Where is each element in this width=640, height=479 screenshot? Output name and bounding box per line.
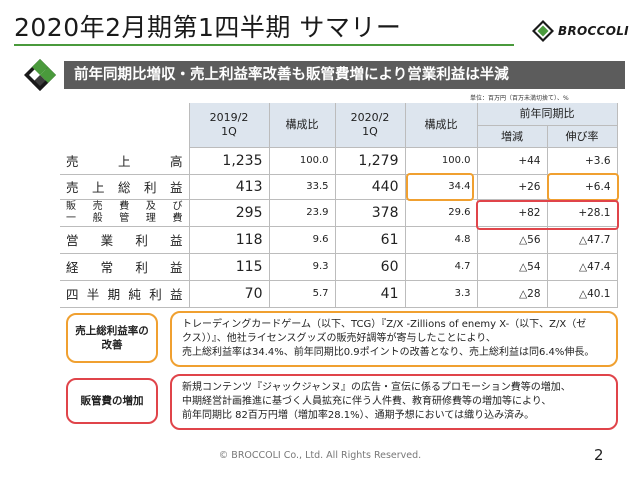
copyright-footer: © BROCCOLI Co., Ltd. All Rights Reserved… — [218, 450, 422, 461]
row-label: 経常利益 — [60, 253, 190, 281]
prev-ratio: 33.5 — [269, 174, 336, 200]
header-yoy-change: 増減 — [477, 125, 548, 148]
table-row: 経常利益 115 9.3 60 4.7 △54 △47.4 — [60, 253, 618, 281]
note-label-gross-margin: 売上総利益率の 改善 — [66, 313, 158, 363]
curr-value: 60 — [335, 253, 406, 281]
spaced-label: 一般管理費 — [66, 212, 183, 224]
row-label: 四半期純利益 — [60, 280, 190, 308]
broccoli-logo-icon — [532, 20, 554, 42]
note-label-sga-increase: 販管費の増加 — [66, 378, 158, 424]
row-label: 営業利益 — [60, 226, 190, 254]
curr-value: 378 — [335, 199, 406, 227]
curr-value: 440 — [335, 174, 406, 200]
prev-ratio: 9.3 — [269, 253, 336, 281]
note-text-gross-margin: トレーディングカードゲーム（以下、TCG）『Z/X -Zillions of e… — [182, 319, 595, 358]
header-yoy-group: 前年同期比 — [477, 103, 618, 126]
spaced-label: 営業利益 — [66, 233, 183, 248]
header-prev-period: 2019/2 1Q — [189, 103, 270, 148]
yoy-change: +82 — [477, 199, 548, 227]
prev-value: 295 — [189, 199, 270, 227]
curr-ratio: 3.3 — [405, 280, 478, 308]
curr-ratio: 34.4 — [405, 174, 478, 200]
logo-wordmark: BROCCOLI — [558, 24, 629, 38]
table-row: 四半期純利益 70 5.7 41 3.3 △28 △40.1 — [60, 280, 618, 308]
spaced-label: 売上総利益 — [66, 180, 183, 195]
curr-ratio: 100.0 — [405, 147, 478, 175]
prev-ratio: 5.7 — [269, 280, 336, 308]
header-yoy-growth: 伸び率 — [547, 125, 618, 148]
prev-value: 115 — [189, 253, 270, 281]
yoy-change: +44 — [477, 147, 548, 175]
table-row: 営業利益 118 9.6 61 4.8 △56 △47.7 — [60, 226, 618, 254]
unit-note: 単位：百万円（百万未満切捨て）、% — [470, 95, 569, 102]
financial-summary-table: 2019/2 1Q 構成比 2020/2 1Q 構成比 前年同期比 増減 伸び率… — [60, 103, 618, 308]
prev-ratio: 100.0 — [269, 147, 336, 175]
page-title: 2020年2月期第1四半期 サマリー — [14, 13, 402, 42]
curr-ratio: 4.8 — [405, 226, 478, 254]
curr-ratio: 4.7 — [405, 253, 478, 281]
yoy-growth: +6.4 — [547, 174, 618, 200]
yoy-growth: +3.6 — [547, 147, 618, 175]
yoy-change: △56 — [477, 226, 548, 254]
curr-value: 41 — [335, 280, 406, 308]
spaced-label: 四半期純利益 — [66, 287, 183, 302]
row-label: 売上高 — [60, 147, 190, 175]
yoy-growth: +28.1 — [547, 199, 618, 227]
yoy-change: +26 — [477, 174, 548, 200]
header-curr-ratio: 構成比 — [405, 103, 478, 148]
title-underline — [14, 44, 514, 46]
header-curr-period: 2020/2 1Q — [335, 103, 406, 148]
note-text-sga-increase: 新規コンテンツ『ジャックジャンヌ』の広告・宣伝に係るプロモーション費等の増加、 … — [182, 382, 571, 421]
spaced-label: 経常利益 — [66, 260, 183, 275]
table-row: 売上総利益 413 33.5 440 34.4 +26 +6.4 — [60, 174, 618, 200]
row-label: 売上総利益 — [60, 174, 190, 200]
prev-ratio: 9.6 — [269, 226, 336, 254]
row-label: 販売費及び 一般管理費 — [60, 199, 190, 227]
page-number: 2 — [594, 446, 604, 464]
note-box-sga-increase — [170, 374, 618, 430]
diamond-icon — [24, 59, 56, 91]
yoy-growth: △40.1 — [547, 280, 618, 308]
table-row: 売上高 1,235 100.0 1,279 100.0 +44 +3.6 — [60, 147, 618, 175]
spaced-label: 販売費及び — [66, 200, 183, 212]
prev-value: 118 — [189, 226, 270, 254]
yoy-change: △28 — [477, 280, 548, 308]
curr-value: 1,279 — [335, 147, 406, 175]
prev-value: 70 — [189, 280, 270, 308]
prev-ratio: 23.9 — [269, 199, 336, 227]
curr-ratio: 29.6 — [405, 199, 478, 227]
table-row: 販売費及び 一般管理費 295 23.9 378 29.6 +82 +28.1 — [60, 199, 618, 227]
prev-value: 413 — [189, 174, 270, 200]
header-prev-ratio: 構成比 — [269, 103, 336, 148]
curr-value: 61 — [335, 226, 406, 254]
prev-value: 1,235 — [189, 147, 270, 175]
note-box-gross-margin — [170, 311, 618, 367]
table-corner — [60, 103, 190, 147]
yoy-growth: △47.4 — [547, 253, 618, 281]
headline-banner: 前年同期比増収・売上利益率改善も販管費増により営業利益は半減 — [64, 61, 625, 89]
yoy-change: △54 — [477, 253, 548, 281]
spaced-label: 売上高 — [66, 153, 183, 169]
yoy-growth: △47.7 — [547, 226, 618, 254]
broccoli-logo: BROCCOLI — [532, 20, 632, 42]
